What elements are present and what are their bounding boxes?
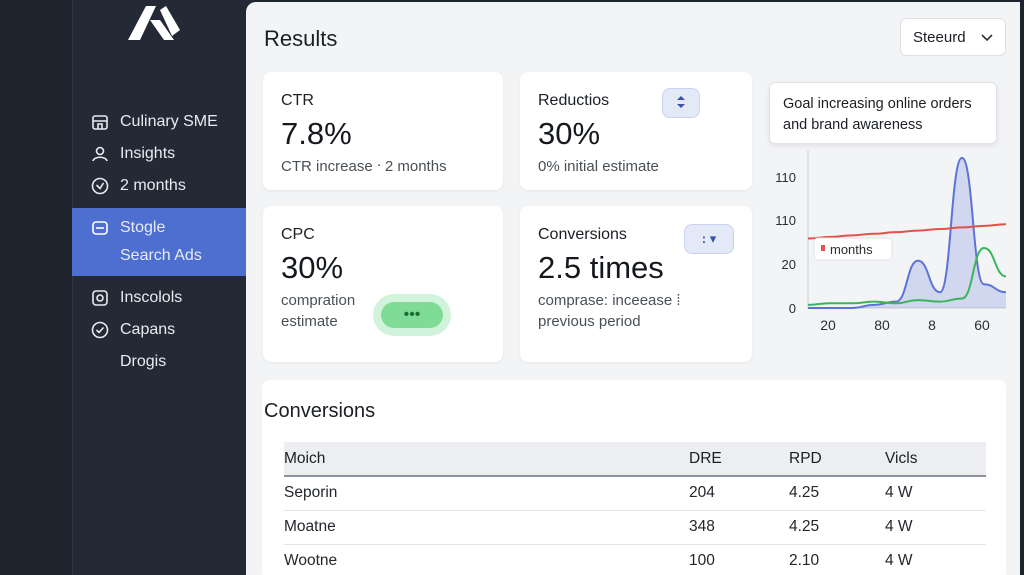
table-cell: 4 W — [885, 510, 986, 545]
table-cell: 100 — [689, 544, 789, 575]
table-cell: 4.25 — [789, 476, 885, 511]
card-label: Reductios — [538, 92, 610, 109]
conversions-dropdown-button[interactable]: : ▾ — [684, 224, 734, 254]
sidebar-item-label: Insights — [120, 145, 176, 162]
series-line — [807, 246, 1007, 306]
y-tick-label: 110 — [775, 213, 796, 228]
sidebar-item-culinary-sme[interactable]: Culinary SME — [72, 106, 246, 138]
more-options-button[interactable]: ••• — [381, 302, 443, 328]
table-cell: Wootne — [284, 544, 689, 575]
sidebar-item-drogis[interactable]: Drogis — [72, 346, 246, 378]
card-label: CPC — [281, 226, 315, 243]
y-tick-label: 20 — [782, 257, 796, 272]
sidebar-item-label: Stogle — [120, 219, 166, 236]
ctr-card: CTR 7.8% CTR increase ᐧ 2 months — [263, 72, 503, 190]
column-header[interactable]: RPD — [789, 442, 885, 477]
table-title: Conversions — [264, 400, 376, 422]
table-cell: Seporin — [284, 476, 689, 511]
conversions-table-section: Conversions Moich DRE RPD Vicls Seporin … — [262, 380, 1006, 575]
sidebar — [72, 0, 252, 575]
main-panel: Results Steeurd CTR 7.8% CTR increase ᐧ … — [246, 2, 1020, 575]
table-cell: 4.25 — [789, 510, 885, 545]
sidebar-item-2-months[interactable]: 2 months — [72, 170, 246, 202]
sidebar-item-inscolols[interactable]: Inscolols — [72, 282, 246, 314]
annotation-text: months — [830, 242, 873, 257]
table-header-row: Moich DRE RPD Vicls — [284, 442, 986, 477]
goal-tooltip: Goal increasing online orders and brand … — [769, 82, 997, 144]
card-label: CTR — [281, 92, 314, 109]
card-value: 2.5 times — [538, 250, 664, 285]
conversions-table: Moich DRE RPD Vicls Seporin 204 4.25 4 W… — [284, 442, 986, 575]
building-icon — [90, 112, 110, 132]
segment-select[interactable]: Steeurd — [900, 18, 1006, 56]
column-header[interactable]: Moich — [284, 442, 689, 477]
column-header[interactable]: Vicls — [885, 442, 986, 477]
table-cell: 4 W — [885, 476, 986, 511]
y-tick-label: 110 — [775, 170, 796, 185]
sidebar-item-label: 2 months — [120, 177, 186, 194]
card-subtext-block: compration estimate — [281, 290, 355, 332]
table-cell: 4 W — [885, 544, 986, 575]
series-line — [807, 223, 1007, 240]
card-subtext: 0% initial estimate — [538, 158, 659, 175]
card-value: 7.8% — [281, 116, 352, 151]
sort-toggle-button[interactable] — [662, 88, 700, 118]
sidebar-item-insights[interactable]: Insights — [72, 138, 246, 170]
card-subtext: comprase: inceease ⁞ — [538, 292, 681, 309]
conversions-card: Conversions 2.5 times comprase: inceease… — [520, 206, 752, 362]
camera-icon — [90, 288, 110, 308]
series-line — [808, 156, 1007, 309]
reduction-card: Reductios 30% 0% initial estimate — [520, 72, 752, 190]
table-row[interactable]: Seporin 204 4.25 4 W — [284, 476, 986, 511]
table-cell: 348 — [689, 510, 789, 545]
card-subtext: estimate — [281, 313, 338, 330]
table-row[interactable]: Wootne 100 2.10 4 W — [284, 544, 986, 575]
square-icon — [90, 218, 110, 238]
card-subtext: compration — [281, 292, 356, 309]
x-tick-label: 60 — [974, 317, 990, 333]
table-cell: Moatne — [284, 510, 689, 545]
sidebar-item-label: Inscolols — [120, 289, 183, 306]
table-cell: 2.10 — [789, 544, 885, 575]
chart-annotation: months — [813, 237, 893, 261]
performance-chart: 110 110 20 0 20 80 8 60 months — [775, 150, 1007, 333]
card-value: 30% — [281, 250, 344, 285]
table-cell: 204 — [689, 476, 789, 511]
card-label: Conversions — [538, 226, 627, 243]
series-area — [808, 157, 1006, 308]
sidebar-item-capans[interactable]: Capans — [72, 314, 246, 346]
check-circle-icon — [90, 176, 110, 196]
x-tick-label: 80 — [874, 317, 890, 333]
brand-logo — [128, 6, 180, 40]
x-tick-label: 20 — [820, 317, 836, 333]
table-row[interactable]: Moatne 348 4.25 4 W — [284, 510, 986, 545]
card-subtext: CTR increase ᐧ 2 months — [281, 158, 447, 175]
check-circle-icon — [90, 320, 110, 340]
chevron-down-icon — [981, 29, 993, 46]
sidebar-item-stogle-search-ads[interactable]: Stogle Search Ads — [72, 208, 246, 276]
sidebar-nav: Culinary SME Insights 2 months Stogle Se… — [72, 106, 246, 378]
card-value: 30% — [538, 116, 601, 151]
sidebar-item-label: Search Ads — [120, 247, 202, 264]
card-subtext: previous period — [538, 313, 641, 330]
users-icon — [90, 144, 110, 164]
cpc-card: CPC 30% compration estimate ••• — [263, 206, 503, 362]
page-title: Results — [264, 26, 338, 51]
sidebar-item-label: Drogis — [120, 353, 167, 370]
tooltip-text: Goal increasing online orders — [783, 96, 972, 112]
x-tick-label: 8 — [928, 317, 936, 333]
tooltip-text: and brand awareness — [783, 117, 923, 133]
sort-arrows-icon — [675, 95, 687, 112]
legend-swatch — [821, 245, 825, 251]
y-tick-label: 0 — [789, 301, 796, 316]
column-header[interactable]: DRE — [689, 442, 789, 477]
card-subtext-block: comprase: inceease ⁞ previous period — [538, 290, 681, 332]
sidebar-item-label: Capans — [120, 321, 176, 338]
sidebar-item-label: Culinary SME — [120, 113, 218, 130]
select-value: Steeurd — [913, 28, 966, 46]
